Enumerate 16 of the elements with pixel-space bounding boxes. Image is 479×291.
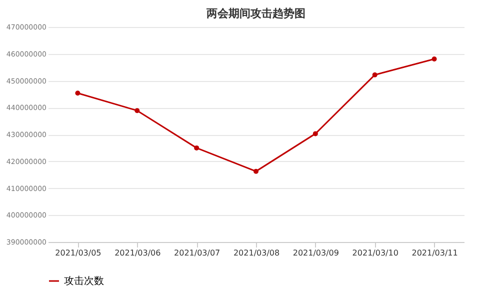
point bbox=[432, 56, 437, 62]
point bbox=[75, 90, 80, 96]
chart-title: 两会期间攻击趋势图 bbox=[206, 7, 306, 20]
point bbox=[134, 108, 140, 114]
x-tick-label: 2021/03/10 bbox=[352, 248, 398, 258]
x-tick-label: 2021/03/11 bbox=[412, 248, 458, 258]
x-tick-label: 2021/03/09 bbox=[292, 248, 339, 258]
x-tick-label: 2021/03/08 bbox=[233, 248, 280, 258]
x-tick-label: 2021/03/06 bbox=[114, 248, 161, 258]
x-tick-label: 2021/03/07 bbox=[174, 248, 220, 258]
point bbox=[254, 168, 258, 174]
legend-label: 攻击次数 bbox=[64, 275, 104, 287]
point bbox=[372, 72, 378, 78]
point bbox=[194, 145, 200, 150]
point bbox=[312, 131, 318, 136]
x-tick-label: 2021/03/05 bbox=[55, 248, 102, 258]
